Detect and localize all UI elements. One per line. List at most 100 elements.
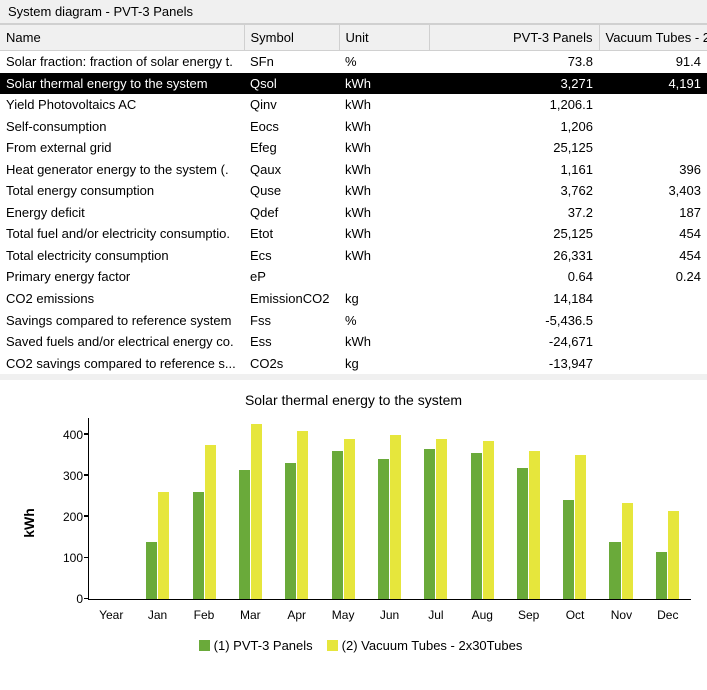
cell-name: CO2 savings compared to reference s... [0, 353, 244, 375]
y-tick-mark [84, 598, 89, 600]
bar [332, 451, 343, 599]
table-row[interactable]: Solar thermal energy to the systemQsolkW… [0, 73, 707, 95]
cell-unit: kWh [339, 159, 429, 181]
cell-unit: kWh [339, 180, 429, 202]
cell-unit: % [339, 310, 429, 332]
bar [285, 463, 296, 599]
bar [609, 542, 620, 600]
cell-name: Energy deficit [0, 202, 244, 224]
cell-v1: 25,125 [429, 223, 599, 245]
cell-unit: kWh [339, 73, 429, 95]
cell-unit: kWh [339, 116, 429, 138]
table-row[interactable]: Self-consumptionEocskWh1,206 [0, 116, 707, 138]
y-tick-mark [84, 557, 89, 559]
table-row[interactable]: Total electricity consumptionEcskWh26,33… [0, 245, 707, 267]
cell-v1: 3,271 [429, 73, 599, 95]
bar [390, 435, 401, 600]
bar [517, 468, 528, 600]
cell-symbol: Etot [244, 223, 339, 245]
col-header-v1[interactable]: PVT-3 Panels [429, 25, 599, 51]
y-tick-label: 400 [49, 428, 83, 442]
table-row[interactable]: Heat generator energy to the system (.Qa… [0, 159, 707, 181]
table-row[interactable]: Energy deficitQdefkWh37.2187 [0, 202, 707, 224]
bar [424, 449, 435, 599]
cell-v1: 14,184 [429, 288, 599, 310]
cell-v2: 454 [599, 223, 707, 245]
col-header-unit[interactable]: Unit [339, 25, 429, 51]
bar [529, 451, 540, 599]
cell-unit: kg [339, 288, 429, 310]
y-tick-label: 200 [49, 510, 83, 524]
cell-name: Total electricity consumption [0, 245, 244, 267]
col-header-v2[interactable]: Vacuum Tubes - 2... [599, 25, 707, 51]
cell-name: Yield Photovoltaics AC [0, 94, 244, 116]
cell-v2 [599, 94, 707, 116]
cell-v2: 187 [599, 202, 707, 224]
cell-v1: 73.8 [429, 51, 599, 73]
cell-name: CO2 emissions [0, 288, 244, 310]
table-header-row: Name Symbol Unit PVT-3 Panels Vacuum Tub… [0, 25, 707, 51]
y-tick-mark [84, 474, 89, 476]
table-row[interactable]: Saved fuels and/or electrical energy co.… [0, 331, 707, 353]
table-row[interactable]: Total fuel and/or electricity consumptio… [0, 223, 707, 245]
bar [656, 552, 667, 599]
table-row[interactable]: Total energy consumptionQusekWh3,7623,40… [0, 180, 707, 202]
cell-v1: 26,331 [429, 245, 599, 267]
cell-symbol: Efeg [244, 137, 339, 159]
x-tick-label: Feb [194, 608, 215, 622]
table-row[interactable]: Yield Photovoltaics ACQinvkWh1,206.1 [0, 94, 707, 116]
cell-v2 [599, 137, 707, 159]
cell-unit: kWh [339, 94, 429, 116]
cell-v1: 37.2 [429, 202, 599, 224]
table-row[interactable]: CO2 emissionsEmissionCO2kg14,184 [0, 288, 707, 310]
cell-symbol: Ecs [244, 245, 339, 267]
cell-v1: -5,436.5 [429, 310, 599, 332]
table-row[interactable]: Primary energy factoreP0.640.24 [0, 266, 707, 288]
cell-v2: 0.24 [599, 266, 707, 288]
cell-unit: kWh [339, 137, 429, 159]
table-row[interactable]: From external gridEfegkWh25,125 [0, 137, 707, 159]
cell-symbol: eP [244, 266, 339, 288]
chart-title: Solar thermal energy to the system [8, 386, 699, 418]
col-header-name[interactable]: Name [0, 25, 244, 51]
cell-name: Total energy consumption [0, 180, 244, 202]
x-axis: YearJanFebMarAprMayJunJulAugSepOctNovDec [88, 604, 691, 628]
cell-v1: 1,206.1 [429, 94, 599, 116]
table-row[interactable]: Savings compared to reference systemFss%… [0, 310, 707, 332]
bar [471, 453, 482, 599]
cell-v2: 454 [599, 245, 707, 267]
cell-name: Total fuel and/or electricity consumptio… [0, 223, 244, 245]
y-tick-label: 0 [49, 592, 83, 606]
cell-symbol: CO2s [244, 353, 339, 375]
cell-v1: 3,762 [429, 180, 599, 202]
cell-unit: kWh [339, 245, 429, 267]
col-header-symbol[interactable]: Symbol [244, 25, 339, 51]
plot-area: 0100200300400 [88, 418, 691, 600]
cell-name: Saved fuels and/or electrical energy co. [0, 331, 244, 353]
cell-v1: 1,161 [429, 159, 599, 181]
cell-name: Primary energy factor [0, 266, 244, 288]
table-row[interactable]: CO2 savings compared to reference s...CO… [0, 353, 707, 375]
cell-v1: -24,671 [429, 331, 599, 353]
cell-v2 [599, 331, 707, 353]
bar-chart: kWh 0100200300400 YearJanFebMarAprMayJun… [8, 418, 699, 628]
cell-symbol: Qdef [244, 202, 339, 224]
cell-name: Savings compared to reference system [0, 310, 244, 332]
cell-name: Solar fraction: fraction of solar energy… [0, 51, 244, 73]
cell-name: From external grid [0, 137, 244, 159]
cell-v2 [599, 353, 707, 375]
cell-symbol: SFn [244, 51, 339, 73]
bar [193, 492, 204, 599]
x-tick-label: Jan [148, 608, 167, 622]
bar [483, 441, 494, 599]
cell-symbol: Quse [244, 180, 339, 202]
x-tick-label: Mar [240, 608, 261, 622]
legend-label: (1) PVT-3 Panels [214, 638, 313, 653]
legend-swatch [199, 640, 210, 651]
y-tick-label: 300 [49, 469, 83, 483]
cell-unit: kWh [339, 202, 429, 224]
table-row[interactable]: Solar fraction: fraction of solar energy… [0, 51, 707, 73]
cell-v2: 396 [599, 159, 707, 181]
cell-v2 [599, 288, 707, 310]
cell-symbol: Qaux [244, 159, 339, 181]
